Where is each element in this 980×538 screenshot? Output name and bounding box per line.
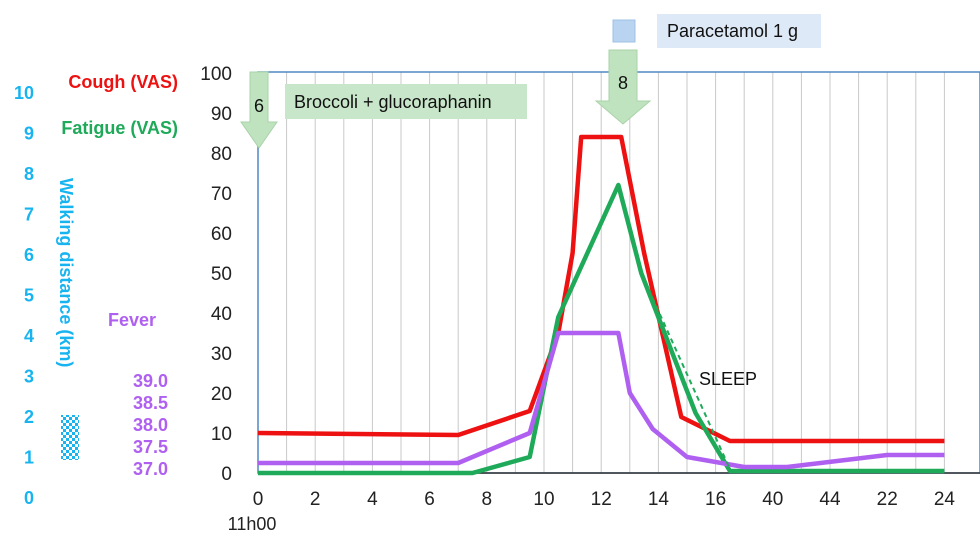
y-axis-ticks: 0 10 20 30 40 50 60 70 80 90 100 (200, 64, 232, 485)
walking-tick-label: 8 (24, 164, 34, 184)
broccoli-label: Broccoli + glucoraphanin (294, 92, 492, 112)
fatigue-series-line (258, 182, 945, 476)
walking-distance-ticks: 0 1 2 3 4 5 6 7 8 9 10 (14, 83, 34, 508)
paracetamol-square (612, 19, 636, 43)
walking-tick-label: 7 (24, 205, 34, 225)
x-tick-label: 40 (762, 489, 783, 510)
x-tick-label: 14 (648, 489, 670, 510)
y-tick-label: 60 (211, 224, 232, 245)
x-tick-label: 4 (367, 489, 378, 510)
walking-tick-label: 1 (24, 448, 34, 468)
fatigue-axis-title: Fatigue (VAS) (61, 118, 178, 138)
y-tick-label: 70 (211, 184, 232, 205)
walking-tick-label: 5 (24, 286, 34, 306)
walking-tick-label: 2 (24, 407, 34, 427)
walking-legend-swatch (61, 415, 79, 460)
broccoli-annotation: 6 Broccoli + glucoraphanin (240, 71, 527, 149)
fever-axis-title: Fever (108, 310, 156, 330)
cough-series-line (257, 134, 945, 444)
broccoli-arrow-label: 6 (254, 96, 264, 116)
y-tick-label: 90 (211, 104, 232, 125)
x-tick-label: 2 (310, 489, 321, 510)
fever-tick-label: 37.5 (133, 437, 168, 457)
sleep-label: SLEEP (699, 369, 757, 389)
y-tick-label: 80 (211, 144, 232, 165)
y-tick-label: 100 (200, 64, 232, 85)
grid-lines (286, 72, 945, 473)
x-axis-sublabel: 11h00 (228, 514, 277, 534)
fever-tick-label: 37.0 (133, 459, 168, 479)
walking-tick-label: 9 (24, 124, 34, 144)
broccoli-box (285, 84, 527, 119)
y-tick-label: 50 (211, 264, 232, 285)
walking-tick-label: 10 (14, 83, 34, 103)
x-tick-label: 6 (424, 489, 435, 510)
cough-axis-title: Cough (VAS) (68, 72, 178, 92)
plot-border (257, 71, 980, 474)
x-tick-label: 22 (877, 489, 898, 510)
plot-area (257, 71, 980, 474)
x-tick-label: 12 (591, 489, 612, 510)
fever-series-line (258, 330, 945, 470)
walking-tick-label: 0 (24, 488, 34, 508)
fever-ticks: 37.037.538.038.539.0 (133, 371, 168, 479)
y-tick-label: 10 (211, 424, 232, 445)
x-tick-label: 0 (253, 489, 264, 510)
broccoli-arrow (240, 71, 278, 149)
walking-tick-label: 6 (24, 245, 34, 265)
x-tick-label: 8 (482, 489, 493, 510)
y-tick-label: 0 (221, 464, 232, 485)
paracetamol-label: Paracetamol 1 g (667, 21, 798, 41)
y-tick-label: 40 (211, 304, 232, 325)
paracetamol-box (657, 14, 821, 48)
paracetamol-arrow-label: 8 (618, 73, 628, 93)
walking-tick-label: 3 (24, 367, 34, 387)
x-tick-label: 10 (533, 489, 554, 510)
fever-tick-label: 38.5 (133, 393, 168, 413)
x-tick-label: 44 (819, 489, 841, 510)
x-tick-label: 24 (934, 489, 956, 510)
x-axis-ticks: 0 2 4 6 8 10 12 14 16 40 44 22 24 (253, 489, 956, 510)
y-tick-label: 30 (211, 344, 232, 365)
fever-tick-label: 39.0 (133, 371, 168, 391)
walking-axis-title: Walking distance (km) (56, 178, 76, 367)
fever-tick-label: 38.0 (133, 415, 168, 435)
x-tick-label: 16 (705, 489, 726, 510)
y-tick-label: 20 (211, 384, 232, 405)
paracetamol-annotation: 8 Paracetamol 1 g (594, 14, 821, 125)
walking-tick-label: 4 (24, 326, 34, 346)
series-group (257, 134, 945, 476)
paracetamol-arrow (594, 49, 652, 125)
